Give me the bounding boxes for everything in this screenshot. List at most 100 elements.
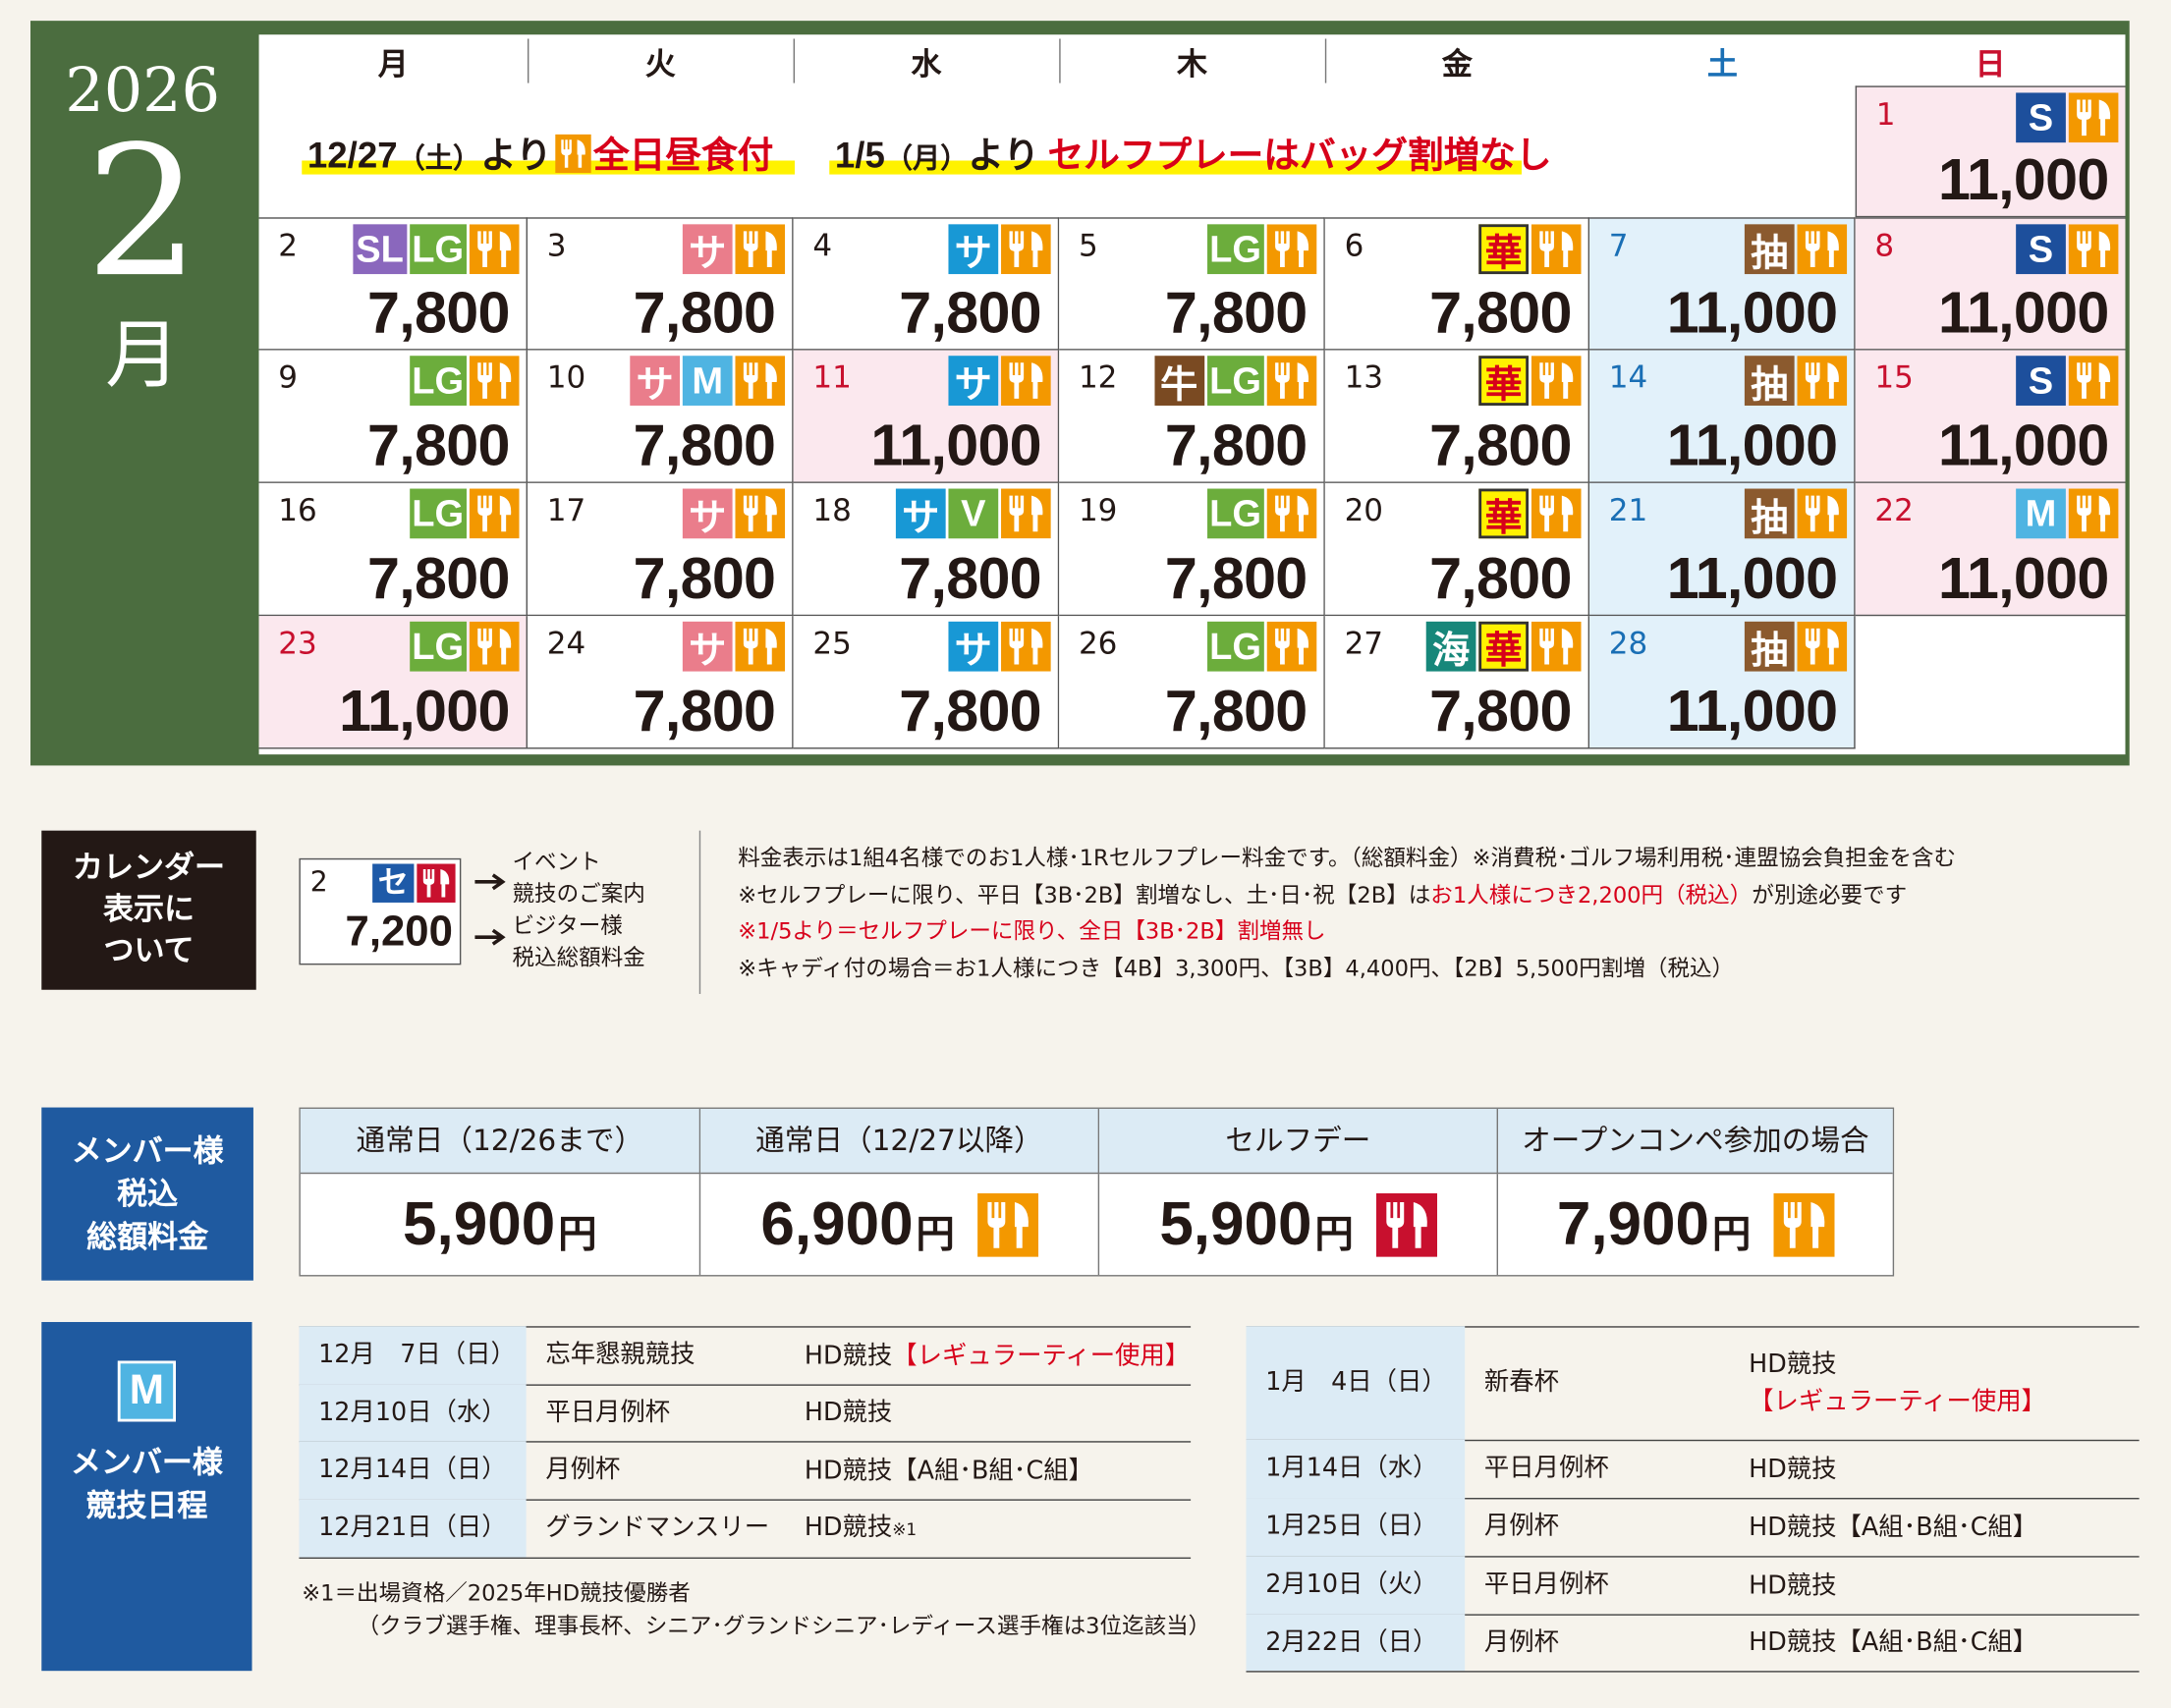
weekday-divider [793,38,796,83]
price-unit: 円 [558,1211,597,1255]
icon-shape [477,362,492,399]
price: 7,800 [633,545,776,611]
icon-shape [1797,621,1848,672]
badge: M [682,356,733,406]
day-cell: 26 LG 7,800 [1059,616,1325,749]
month-unit: 月 [105,311,181,399]
badges: LG [1206,488,1317,539]
icon-shape [1031,628,1043,665]
weekday: 金 [1441,46,1473,83]
badges: サ [682,488,786,539]
day-number: 1 [1875,98,1896,134]
meal-icon [1797,621,1848,672]
price-unit: 円 [916,1211,955,1255]
day-number: 15 [1874,360,1914,397]
day-number: 18 [812,494,852,529]
badge: LG [1206,356,1264,406]
icon-shape [1009,628,1025,665]
meal-icon [1001,488,1051,539]
meal-icon [1266,356,1317,406]
icon-shape [2068,92,2119,143]
icon-shape [735,621,786,672]
icon-shape [1539,231,1554,268]
price: 7,800 [367,545,510,611]
badge: LG [1206,621,1264,672]
highlight [302,160,796,175]
table-rule [1246,1439,2140,1442]
icon-shape [1001,488,1051,539]
price: 7,800 [899,545,1041,611]
badges: LG [409,356,520,406]
badges: サ [948,621,1051,672]
icon-shape [469,356,520,406]
badge: S [2016,92,2066,143]
detail: HD競技 [1749,1440,1836,1498]
icon-shape [1266,224,1317,275]
price: 11,000 [1666,545,1838,611]
date-cell [1246,1439,1466,1499]
table-rule [299,1326,1192,1328]
day-number: 27 [1344,627,1384,662]
day-cell: 3 サ 7,800 [527,217,794,351]
date-cell [1246,1614,1466,1672]
day-cell: 12 牛 LG 7,800 [1059,350,1325,483]
icon-shape [765,362,777,399]
icon-shape [469,621,520,672]
text: 【レギュラーティー使用】 [892,1341,1191,1370]
badges: 華 [1478,356,1582,406]
day-cell: 25 サ 7,800 [793,616,1060,749]
badge: V [948,488,999,539]
icon-shape [554,134,591,174]
name: 月例杯 [545,1455,621,1484]
day-number: 20 [1344,494,1384,529]
day-number: 2 [278,229,299,265]
badge: サ [895,488,946,539]
icon-shape [1009,495,1025,532]
note-line: 料金表示は1組4名様でのお1人様･1Rセルフプレー料金です。（総額料金）※消費税… [738,841,1956,877]
icon-shape [743,628,758,665]
table-rule [1246,1556,2140,1558]
meal-icon [735,621,786,672]
icon-shape [1805,495,1820,532]
text: ※1 [892,1518,918,1539]
table-rule [1246,1498,2140,1500]
icon-shape [469,224,520,275]
price-amount: 5,900 [1159,1189,1312,1258]
price: 11,000 [870,413,1041,478]
meal-icon [469,356,520,406]
legend-label: ビジター様 [512,911,623,939]
badge: 牛 [1153,356,1204,406]
sample-day: 2 [309,864,328,899]
icon-shape [2068,356,2119,406]
day-cell: 2 SL LG 7,800 [258,217,528,351]
icon-shape [1031,362,1043,399]
icon-shape [1531,621,1582,672]
legend-title: 表示に [102,891,195,926]
detail: HD競技【A組･B組･C組】 [1749,1614,2037,1671]
icon-shape [1266,488,1317,539]
icon-shape [560,139,572,168]
day-number: 25 [812,627,852,662]
meal-icon [1001,356,1051,406]
badge: S [2016,224,2066,275]
day-number: 16 [278,494,317,529]
weekday-divider [527,38,529,83]
icon-shape [1539,495,1554,532]
notice-date: 1/5 [834,134,885,176]
badges: サ [682,224,786,275]
detail: HD競技※1 [805,1499,917,1557]
icon-shape [1561,495,1574,532]
meal-icon [2068,356,2119,406]
text: HD競技 [804,1512,893,1542]
icon-shape [1561,628,1574,665]
icon-shape [2077,362,2091,399]
legend-labels: イベント 競技のご案内 ビジター様 税込総額料金 [512,846,644,973]
notice-text: 全日昼食付 [593,134,774,176]
icon-shape [417,863,456,903]
day-number: 26 [1078,627,1118,662]
icon-shape [2077,231,2091,268]
day-cell: 21 抽 11,000 [1589,482,1856,617]
icon-shape [1385,1201,1404,1248]
price: 11,000 [1937,545,2109,611]
